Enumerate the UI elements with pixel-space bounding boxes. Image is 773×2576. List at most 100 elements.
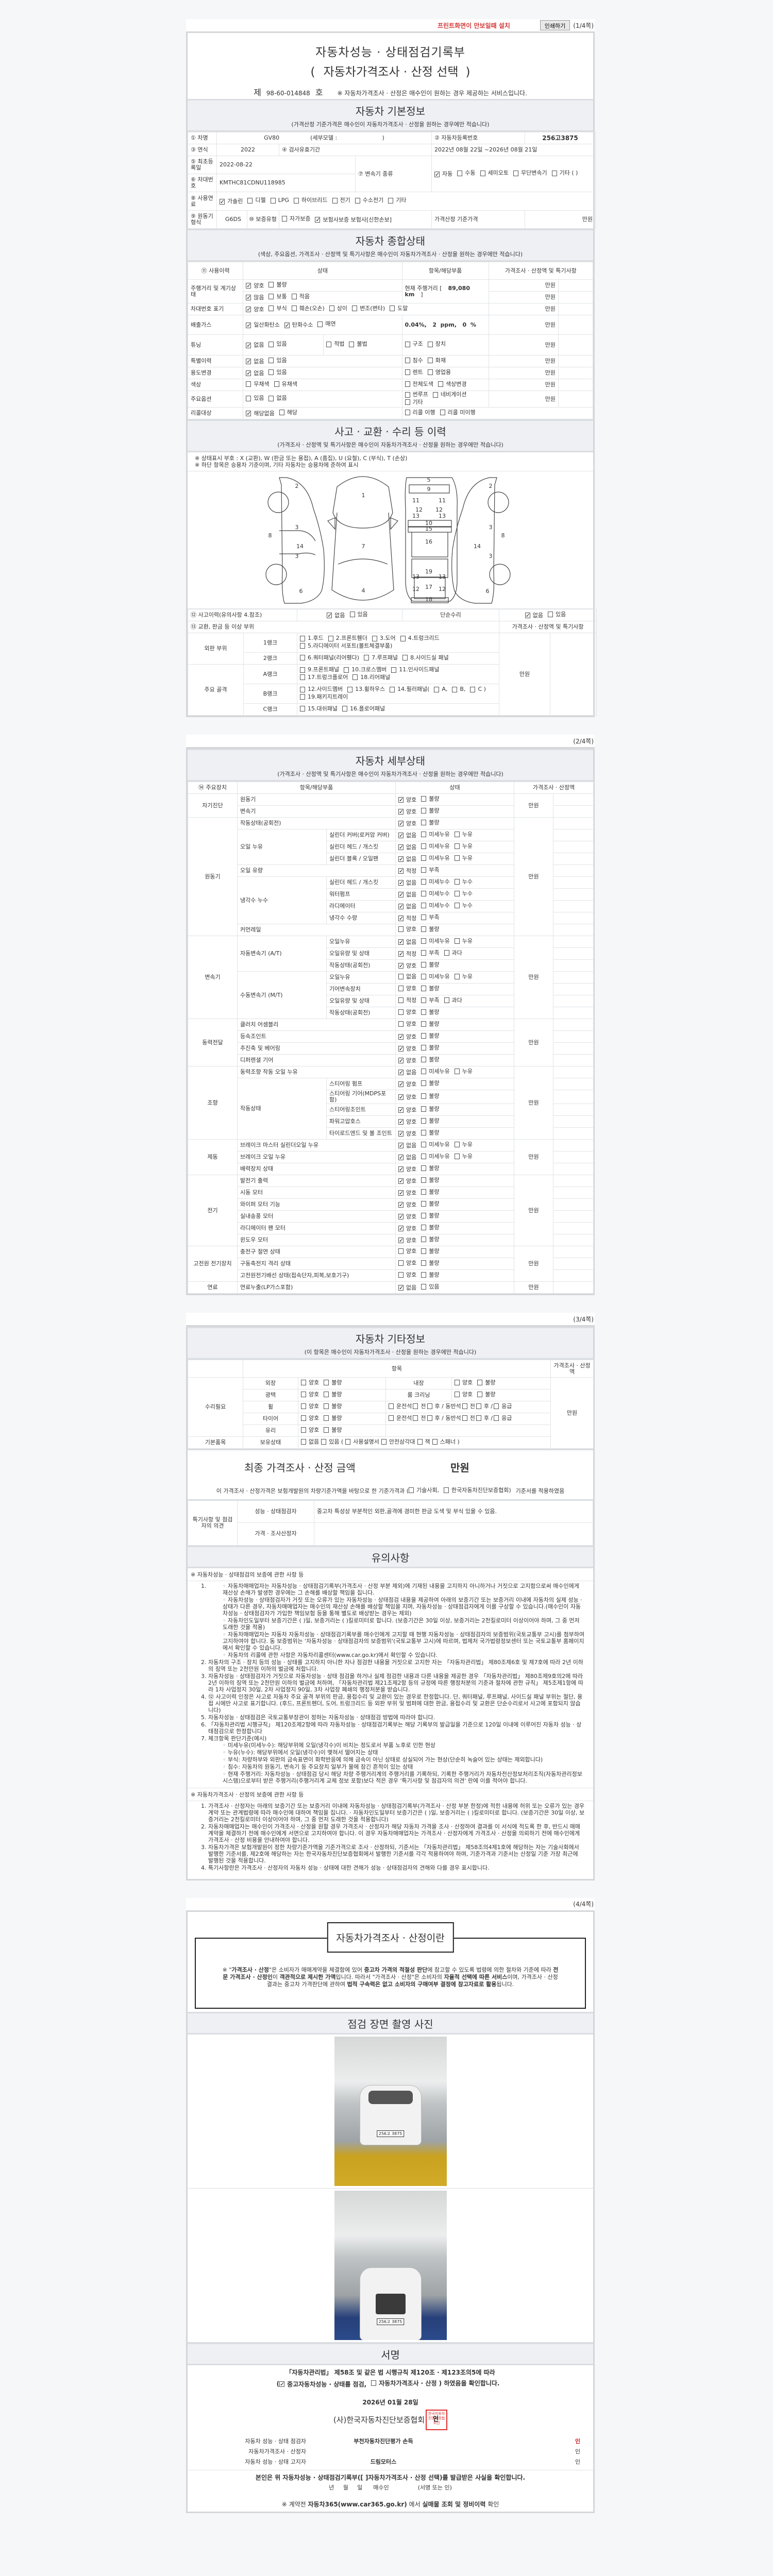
- option-checkbox[interactable]: 미세누유: [421, 1141, 450, 1148]
- option-checkbox[interactable]: 있음: [246, 395, 264, 401]
- option-checkbox[interactable]: 있음: [268, 369, 287, 376]
- option-checkbox[interactable]: 전기: [332, 197, 350, 204]
- option-checkbox[interactable]: ✓ 양호: [398, 1057, 416, 1064]
- option-checkbox[interactable]: 매연: [317, 321, 336, 327]
- option-checkbox[interactable]: 해당: [279, 409, 297, 416]
- option-checkbox[interactable]: ✓ 보험사보증 보험사[신한손보]: [315, 216, 392, 223]
- option-checkbox[interactable]: ✓ 양호: [398, 1213, 416, 1220]
- option-checkbox[interactable]: 불량: [421, 1177, 440, 1183]
- option-checkbox[interactable]: 응급: [494, 1415, 512, 1421]
- option-checkbox[interactable]: 불량: [421, 1093, 440, 1099]
- option-checkbox[interactable]: 적음: [291, 293, 310, 300]
- option-checkbox[interactable]: ✓ 양호: [398, 1225, 416, 1232]
- option-checkbox[interactable]: 부식: [268, 305, 287, 312]
- option-checkbox[interactable]: 불량: [421, 961, 440, 968]
- option-checkbox[interactable]: 양호: [301, 1415, 319, 1421]
- option-checkbox[interactable]: 썬루프: [405, 392, 428, 398]
- option-checkbox[interactable]: 15.대쉬패널: [300, 705, 338, 712]
- option-checkbox[interactable]: 전체도색: [405, 381, 433, 387]
- option-checkbox[interactable]: 미세누유: [421, 1153, 450, 1160]
- option-checkbox[interactable]: 불량: [324, 1427, 342, 1433]
- option-checkbox[interactable]: 수동: [457, 170, 476, 176]
- option-checkbox[interactable]: ✓ 없음: [246, 370, 264, 377]
- option-checkbox[interactable]: 세미오토: [480, 170, 509, 176]
- option-checkbox[interactable]: 19.패키지트레이: [300, 693, 348, 700]
- option-checkbox[interactable]: 양호: [398, 1260, 416, 1266]
- option-checkbox[interactable]: 8.사이드실 패널: [402, 654, 449, 661]
- option-checkbox[interactable]: 불량: [421, 1032, 440, 1039]
- option-checkbox[interactable]: 기타: [405, 399, 423, 405]
- option-checkbox[interactable]: 불량: [477, 1391, 496, 1398]
- option-checkbox[interactable]: ✓ 없음: [398, 891, 416, 898]
- option-checkbox[interactable]: 양호: [398, 926, 416, 933]
- option-checkbox[interactable]: 기술사회,: [409, 1486, 439, 1494]
- option-checkbox[interactable]: ✓ 없음: [327, 612, 345, 619]
- option-checkbox[interactable]: 누유: [454, 1153, 473, 1160]
- option-checkbox[interactable]: 누유: [454, 973, 473, 980]
- option-checkbox[interactable]: 부족: [421, 867, 440, 873]
- option-checkbox[interactable]: 미세누유: [421, 843, 450, 850]
- option-checkbox[interactable]: 있음: [421, 1283, 440, 1290]
- option-checkbox[interactable]: ✓ 없음: [398, 832, 416, 839]
- option-checkbox[interactable]: 12.사이드멤버: [300, 686, 343, 692]
- option-checkbox[interactable]: 양호: [398, 1009, 416, 1015]
- option-checkbox[interactable]: 양호: [398, 985, 416, 992]
- option-checkbox[interactable]: B,: [452, 686, 465, 692]
- option-checkbox[interactable]: ✓ 없음: [398, 1154, 416, 1161]
- option-checkbox[interactable]: 누수: [454, 890, 473, 897]
- option-checkbox[interactable]: 적법: [326, 341, 344, 347]
- option-checkbox[interactable]: 불량: [421, 1260, 440, 1266]
- option-checkbox[interactable]: 후 /: [476, 1415, 493, 1421]
- option-checkbox[interactable]: 수소전기: [355, 197, 383, 204]
- option-checkbox[interactable]: 미세누수: [421, 902, 450, 909]
- option-checkbox[interactable]: 무단변속기: [513, 170, 547, 176]
- option-checkbox[interactable]: 불량: [421, 926, 440, 933]
- option-checkbox[interactable]: 누유: [454, 938, 473, 944]
- option-checkbox[interactable]: 9.프론트패널: [300, 667, 339, 673]
- option-checkbox[interactable]: 누유: [454, 843, 473, 850]
- option-checkbox[interactable]: 양호: [301, 1391, 319, 1398]
- option-checkbox[interactable]: 운전석: [389, 1403, 412, 1410]
- option-checkbox[interactable]: 적정: [398, 997, 416, 1004]
- option-checkbox[interactable]: ✓ 많음: [246, 294, 264, 301]
- option-checkbox[interactable]: 14.필러패널(: [390, 686, 429, 692]
- option-checkbox[interactable]: 있음: [548, 611, 566, 618]
- option-checkbox[interactable]: 불량: [324, 1415, 342, 1421]
- option-checkbox[interactable]: 양호: [301, 1427, 319, 1433]
- option-checkbox[interactable]: 양호: [398, 1248, 416, 1255]
- option-checkbox[interactable]: 부족: [421, 997, 440, 1004]
- option-checkbox[interactable]: 운전석: [389, 1415, 412, 1421]
- option-checkbox[interactable]: 미세누유: [421, 831, 450, 838]
- option-checkbox[interactable]: 네비게이션: [432, 392, 467, 398]
- option-checkbox[interactable]: 리콜 이행: [405, 409, 435, 416]
- option-checkbox[interactable]: 불량: [324, 1379, 342, 1386]
- option-checkbox[interactable]: 후 / 동반석: [427, 1415, 461, 1421]
- option-checkbox[interactable]: 하이브리드: [293, 197, 328, 204]
- option-checkbox[interactable]: 7.루프패널: [364, 654, 398, 661]
- option-checkbox[interactable]: 누유: [454, 855, 473, 861]
- option-checkbox[interactable]: ✓ 적정: [398, 951, 416, 957]
- option-checkbox[interactable]: 구조: [405, 341, 423, 347]
- option-checkbox[interactable]: 부족: [421, 950, 440, 956]
- option-checkbox[interactable]: 누유: [454, 1068, 473, 1075]
- print-install-link[interactable]: 프린트화면이 안보일때 설치: [437, 22, 510, 29]
- option-checkbox[interactable]: 기타 ( ): [551, 170, 578, 176]
- option-checkbox[interactable]: ✓ 적정: [398, 868, 416, 874]
- option-checkbox[interactable]: 불량: [421, 1236, 440, 1243]
- option-checkbox[interactable]: 양호: [398, 1021, 416, 1027]
- option-checkbox[interactable]: 13.휠하우스: [347, 686, 385, 692]
- option-checkbox[interactable]: 양호: [398, 1272, 416, 1278]
- option-checkbox[interactable]: 불량: [477, 1379, 496, 1386]
- option-checkbox[interactable]: 불법: [349, 341, 367, 347]
- option-checkbox[interactable]: 있음 (: [321, 1438, 343, 1445]
- option-checkbox[interactable]: 양호: [455, 1379, 473, 1386]
- option-checkbox[interactable]: 스패너 ): [432, 1438, 460, 1445]
- option-checkbox[interactable]: 불량: [421, 1021, 440, 1027]
- option-checkbox[interactable]: ✓ 없음: [246, 358, 264, 365]
- option-checkbox[interactable]: 3.도어: [372, 635, 396, 641]
- option-checkbox[interactable]: 잭: [417, 1438, 430, 1445]
- option-checkbox[interactable]: 불량: [268, 281, 287, 288]
- option-checkbox[interactable]: 16.플로어패널: [342, 705, 385, 712]
- option-checkbox[interactable]: 없음: [301, 1438, 319, 1445]
- option-checkbox[interactable]: 기타: [388, 197, 407, 204]
